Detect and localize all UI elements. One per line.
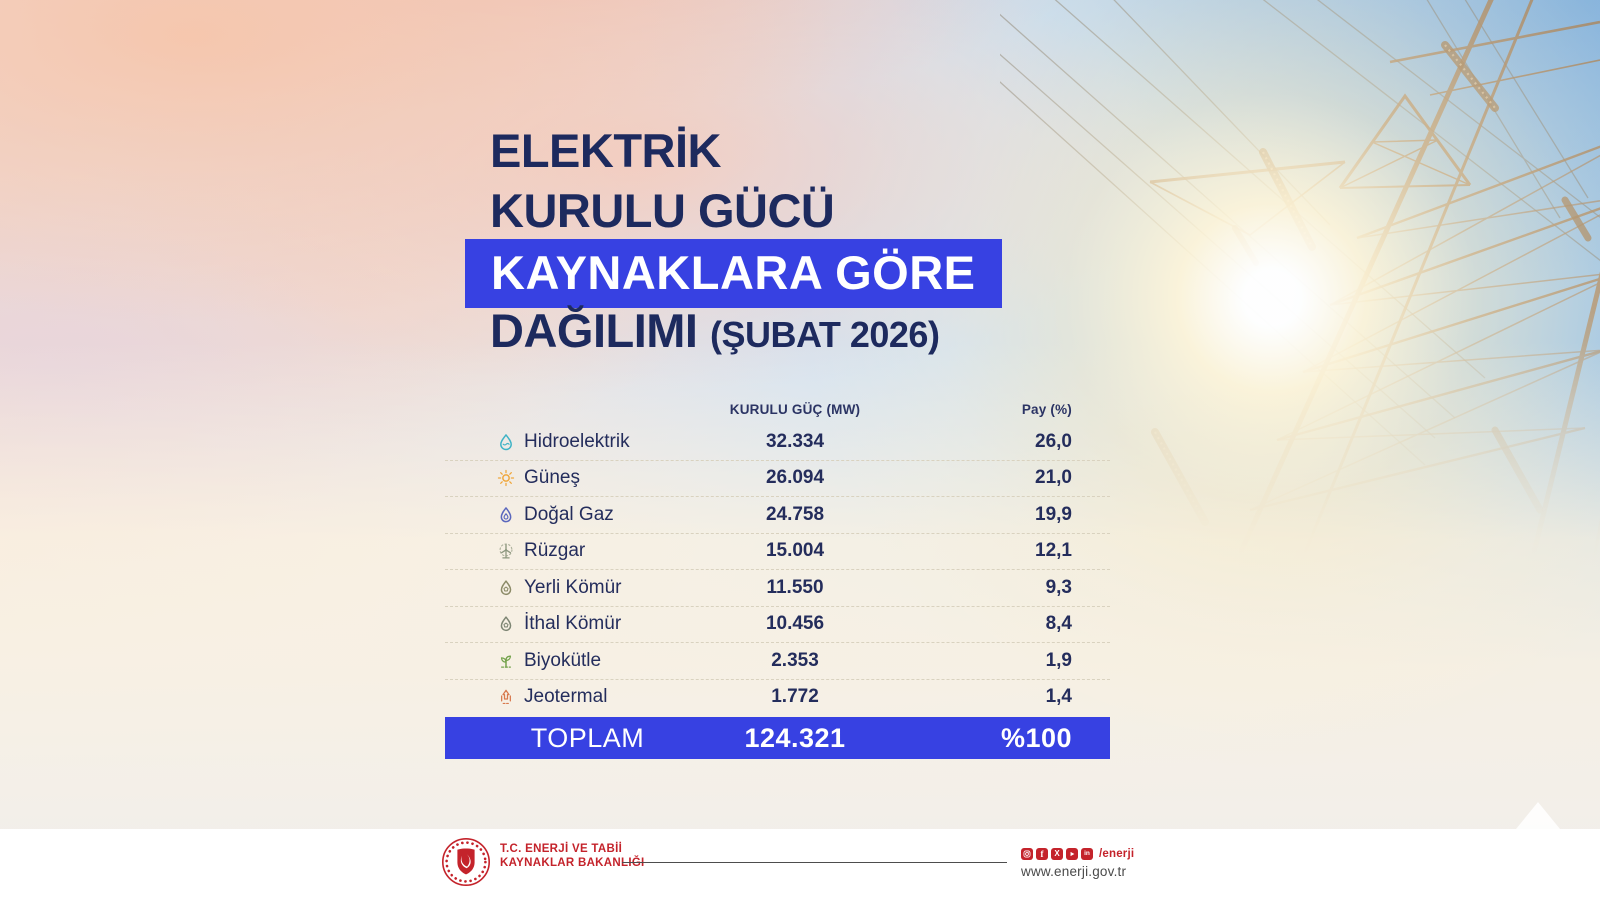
title-line-4: DAĞILIMI (ŞUBAT 2026) bbox=[490, 303, 940, 358]
title-block: ELEKTRİK KURULU GÜCÜ KAYNAKLARA GÖRE DAĞ… bbox=[465, 121, 1002, 357]
share-value: 1,9 bbox=[1045, 649, 1072, 671]
total-row: TOPLAM 124.321 %100 bbox=[445, 717, 1110, 759]
title-highlight: KAYNAKLARA GÖRE bbox=[465, 239, 1002, 308]
table-header-row: KURULU GÜÇ (MW) Pay (%) bbox=[445, 394, 1110, 424]
total-label: TOPLAM bbox=[530, 722, 645, 753]
source-label: Rüzgar bbox=[524, 540, 586, 562]
row-label-cell: Rüzgar bbox=[445, 540, 700, 562]
table-row: Yerli Kömür 11.550 9,3 bbox=[445, 570, 1110, 607]
source-label: Hidroelektrik bbox=[524, 430, 630, 452]
source-label: Doğal Gaz bbox=[524, 503, 614, 525]
source-label: Biyokütle bbox=[524, 649, 602, 671]
x-twitter-icon: X bbox=[1051, 848, 1063, 860]
row-label-cell: İthal Kömür bbox=[445, 613, 700, 635]
tower-lattice-icon bbox=[1149, 0, 1600, 611]
source-label: İthal Kömür bbox=[524, 613, 622, 635]
ministry-name: T.C. ENERJİ VE TABİİ KAYNAKLAR BAKANLIĞI bbox=[500, 842, 645, 870]
share-value: 21,0 bbox=[1035, 467, 1072, 489]
share-value: 26,0 bbox=[1035, 430, 1072, 452]
table-row: İthal Kömür 10.456 8,4 bbox=[445, 607, 1110, 643]
row-label-cell: Biyokütle bbox=[445, 650, 700, 672]
column-header-share: Pay (%) bbox=[1021, 401, 1072, 417]
capacity-value: 32.334 bbox=[765, 430, 825, 452]
youtube-icon bbox=[1066, 848, 1078, 860]
footer-notch-triangle bbox=[1516, 802, 1560, 829]
social-handle: /enerji bbox=[1099, 848, 1135, 860]
row-label-cell: Jeotermal bbox=[445, 686, 700, 708]
row-label-cell: Yerli Kömür bbox=[445, 577, 700, 599]
capacity-value: 15.004 bbox=[765, 540, 825, 562]
column-header-capacity: KURULU GÜÇ (MW) bbox=[729, 401, 861, 417]
capacity-value: 11.550 bbox=[766, 576, 824, 598]
share-value: 1,4 bbox=[1045, 686, 1072, 708]
source-label: Güneş bbox=[524, 467, 580, 489]
wind-turbine-icon bbox=[497, 542, 515, 560]
table-rows: Hidroelektrik 32.334 26,0 Güneş 26.094 2… bbox=[445, 424, 1110, 715]
share-value: 8,4 bbox=[1045, 613, 1072, 635]
footer-band: T.C. ENERJİ VE TABİİ KAYNAKLAR BAKANLIĞI… bbox=[0, 802, 1600, 900]
title-line-1: ELEKTRİK bbox=[490, 124, 722, 177]
total-capacity: 124.321 bbox=[744, 722, 846, 753]
capacity-value: 2.353 bbox=[771, 649, 819, 671]
website-url: www.enerji.gov.tr bbox=[1021, 864, 1127, 879]
table-row: Doğal Gaz 24.758 19,9 bbox=[445, 497, 1110, 534]
table-row: Jeotermal 1.772 1,4 bbox=[445, 680, 1110, 716]
capacity-value: 24.758 bbox=[765, 503, 825, 525]
facebook-icon: f bbox=[1036, 848, 1048, 860]
linkedin-icon: in bbox=[1081, 848, 1093, 860]
ministry-name-line1: T.C. ENERJİ VE TABİİ bbox=[500, 843, 623, 855]
capacity-table: KURULU GÜÇ (MW) Pay (%) Hidroelektrik 32… bbox=[445, 394, 1110, 759]
coal-icon bbox=[497, 579, 515, 597]
table-row: Hidroelektrik 32.334 26,0 bbox=[445, 424, 1110, 461]
sun-icon bbox=[497, 469, 515, 487]
hydro-drop-icon bbox=[497, 433, 515, 451]
source-label: Yerli Kömür bbox=[524, 576, 622, 598]
footer-divider bbox=[622, 862, 1007, 863]
geothermal-icon bbox=[497, 688, 515, 706]
share-value: 12,1 bbox=[1035, 540, 1072, 562]
gas-flame-icon bbox=[497, 506, 515, 524]
title-line-2: KURULU GÜCÜ bbox=[490, 184, 835, 237]
total-share: %100 bbox=[1000, 722, 1072, 753]
capacity-value: 10.456 bbox=[765, 613, 825, 635]
row-label-cell: Güneş bbox=[445, 467, 700, 489]
table-row: Biyokütle 2.353 1,9 bbox=[445, 643, 1110, 680]
ministry-logo-icon bbox=[441, 837, 491, 887]
share-value: 19,9 bbox=[1035, 503, 1072, 525]
coal-icon bbox=[497, 615, 515, 633]
source-label: Jeotermal bbox=[524, 686, 608, 708]
table-row: Güneş 26.094 21,0 bbox=[445, 461, 1110, 497]
capacity-value: 26.094 bbox=[765, 467, 825, 489]
share-value: 9,3 bbox=[1045, 576, 1072, 598]
table-row: Rüzgar 15.004 12,1 bbox=[445, 534, 1110, 570]
row-label-cell: Doğal Gaz bbox=[445, 504, 700, 526]
ministry-name-line2: KAYNAKLAR BAKANLIĞI bbox=[500, 857, 645, 869]
row-label-cell: Hidroelektrik bbox=[445, 431, 700, 453]
capacity-value: 1.772 bbox=[771, 686, 819, 708]
biomass-plant-icon bbox=[497, 652, 515, 670]
title-dagilimi: DAĞILIMI bbox=[490, 304, 698, 357]
title-period: (ŞUBAT 2026) bbox=[710, 314, 940, 355]
instagram-icon bbox=[1021, 848, 1033, 860]
insulator-bead-highlights-icon bbox=[1154, 44, 1496, 523]
